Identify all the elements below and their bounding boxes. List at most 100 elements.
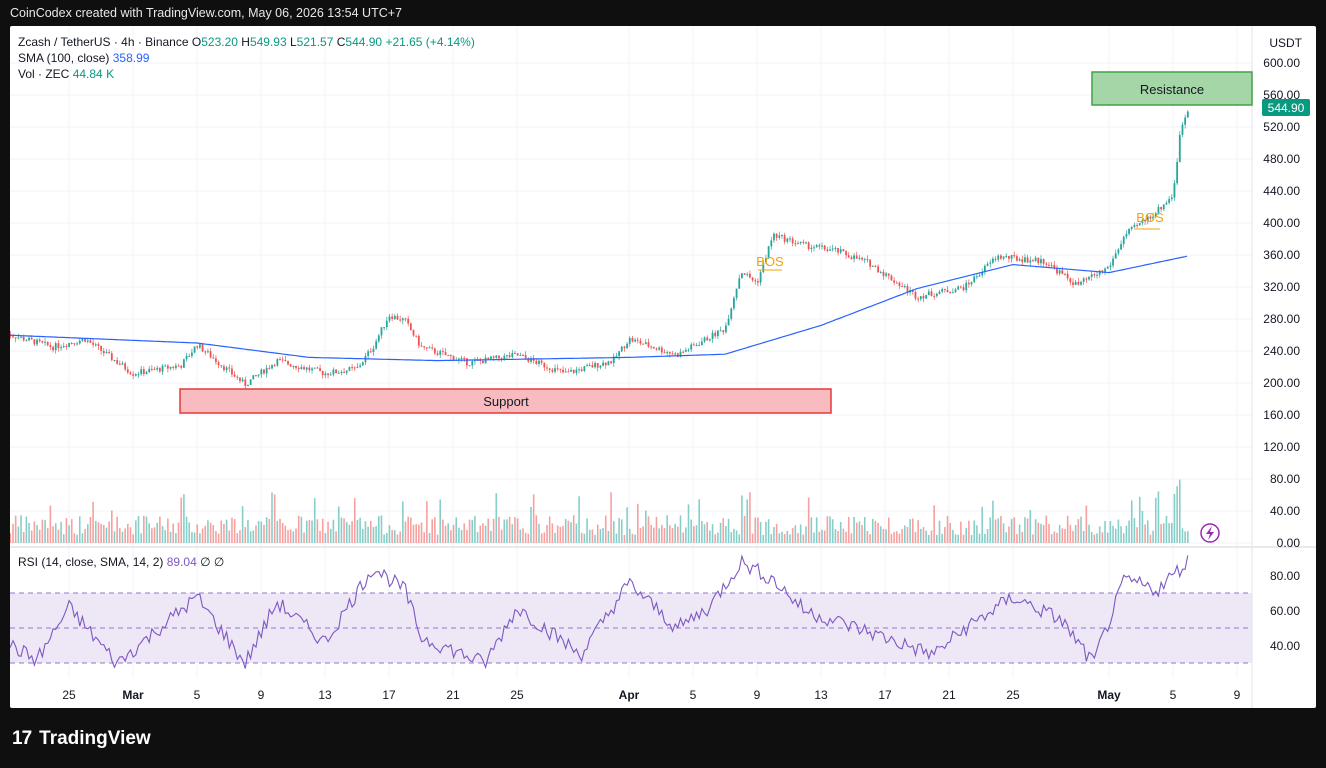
price-tick: 280.00: [1263, 312, 1300, 326]
volume-bar: [612, 521, 615, 543]
price-chart[interactable]: Support Resistance BOS BOS 600.00560.005…: [10, 26, 1316, 708]
candle: [102, 350, 105, 354]
volume-bar: [434, 517, 436, 543]
price-tick: 0.00: [1277, 536, 1301, 550]
volume-bar: [383, 534, 385, 543]
candle: [268, 367, 271, 369]
candle: [527, 358, 530, 362]
volume-bar: [244, 527, 247, 543]
candle: [978, 275, 981, 277]
volume-bar: [666, 515, 668, 543]
candle: [548, 368, 551, 370]
volume-bar: [540, 533, 543, 543]
candle: [506, 355, 508, 357]
volume-bar: [725, 525, 727, 543]
candle: [879, 271, 882, 273]
volume-bar: [418, 524, 420, 543]
time-tick: Mar: [122, 688, 144, 702]
candle: [100, 345, 103, 351]
candle: [458, 358, 460, 360]
candle: [36, 339, 38, 345]
candle: [463, 357, 466, 359]
candle: [594, 363, 596, 368]
price-tick: 440.00: [1263, 184, 1300, 198]
volume-bar: [500, 529, 503, 543]
volume-bar: [164, 530, 166, 543]
volume-bar: [1061, 528, 1064, 543]
volume-bar: [783, 533, 786, 543]
resistance-label: Resistance: [1140, 82, 1204, 97]
candle: [375, 341, 378, 349]
volume-bar: [132, 534, 134, 543]
volume-bar: [514, 517, 516, 543]
candle: [1037, 257, 1040, 264]
volume-bar: [175, 533, 177, 543]
volume-bar: [647, 516, 650, 543]
volume-bar: [292, 531, 295, 543]
support-label: Support: [483, 394, 529, 409]
candle: [946, 289, 949, 292]
volume-bar: [575, 523, 578, 543]
volume-bar: [962, 534, 965, 543]
volume-bar: [241, 506, 244, 543]
candle: [847, 255, 850, 258]
volume-bar: [260, 521, 263, 543]
volume-bar: [1157, 491, 1160, 543]
rsi-tick: 60.00: [1270, 604, 1300, 618]
volume-bar: [404, 521, 407, 543]
volume-bar: [989, 517, 992, 543]
legend-rsi[interactable]: RSI (14, close, SMA, 14, 2) 89.04 ∅ ∅: [18, 555, 224, 569]
candle: [466, 358, 468, 366]
volume-bar: [690, 519, 692, 543]
legend-sma[interactable]: SMA (100, close) 358.99: [18, 51, 149, 65]
candle: [305, 367, 308, 370]
candle: [417, 336, 420, 346]
candle: [367, 351, 370, 356]
candle: [698, 345, 701, 347]
volume-bar: [327, 521, 329, 543]
candle: [1141, 219, 1144, 224]
candle: [343, 371, 345, 373]
candle: [1069, 278, 1072, 283]
candle: [941, 288, 944, 292]
volume-bar: [1154, 497, 1157, 543]
candle: [930, 291, 933, 296]
volume-bar: [28, 522, 30, 543]
price-tick: 400.00: [1263, 216, 1300, 230]
volume-bar: [1005, 532, 1008, 543]
price-tick: 360.00: [1263, 248, 1300, 262]
volume-bar: [957, 534, 959, 543]
volume-bar: [482, 523, 484, 543]
candle: [487, 357, 490, 360]
candle: [938, 291, 941, 294]
candle: [725, 325, 727, 333]
volume-bar: [762, 534, 765, 543]
volume-bar: [607, 530, 610, 543]
volume-bar: [810, 517, 813, 543]
legend-volume[interactable]: Vol · ZEC 44.84 K: [18, 67, 114, 81]
volume-bar: [263, 524, 265, 543]
candle: [239, 377, 241, 382]
candle: [279, 359, 281, 361]
currency-label: USDT: [1269, 36, 1302, 50]
candle: [439, 351, 442, 355]
volume-bar: [436, 534, 439, 543]
candle: [935, 293, 938, 297]
volume-bar: [239, 530, 241, 543]
volume-bar: [863, 517, 866, 543]
volume-bar: [794, 525, 797, 543]
volume-bar: [823, 530, 826, 543]
candle: [663, 352, 666, 354]
volume-bar: [353, 498, 356, 543]
candle: [1010, 254, 1013, 259]
time-tick: 13: [318, 688, 332, 702]
candle: [620, 346, 623, 352]
volume-bar: [81, 533, 84, 543]
volume-bar: [271, 492, 273, 543]
volume-bar: [60, 521, 62, 543]
candle: [687, 349, 690, 351]
tradingview-logo-icon: 17: [12, 728, 32, 749]
candle: [49, 345, 52, 347]
volume-bar: [143, 515, 145, 543]
volume-bar: [319, 530, 321, 543]
